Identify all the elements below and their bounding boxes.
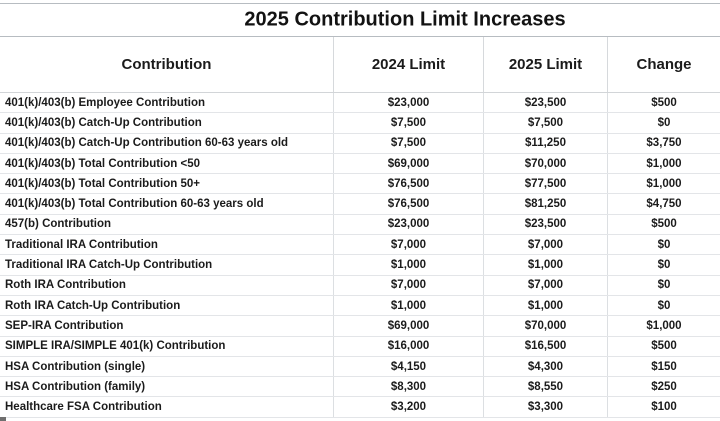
value-change-cell: $0	[607, 113, 720, 133]
column-header-change: Change	[607, 37, 720, 92]
table-row: Traditional IRA Catch-Up Contribution $1,…	[0, 255, 720, 276]
row-label-cell: Roth IRA Contribution	[5, 279, 126, 292]
table-row: HSA Contribution (family) $8,300 $8,550 $25…	[0, 377, 720, 398]
table-row: 401(k)/403(b) Catch-Up Contribution $7,50…	[0, 113, 720, 134]
row-label-cell: Healthcare FSA Contribution	[5, 401, 162, 414]
row-label-cell: 457(b) Contribution	[5, 218, 112, 231]
value-change-cell: $150	[607, 356, 720, 377]
table-row: Traditional IRA Contribution $7,000 $7,000…	[0, 235, 720, 256]
row-label-cell: SEP-IRA Contribution	[5, 319, 124, 332]
row-label-cell: HSA Contribution (family)	[5, 380, 146, 393]
row-label-cell: HSA Contribution (single)	[5, 360, 146, 373]
table-row: HSA Contribution (single) $4,150 $4,300 $15…	[0, 356, 720, 378]
value-change-cell: $0	[607, 235, 720, 255]
value-change-cell: $4,750	[607, 194, 720, 214]
value-2025-cell: $23,500	[483, 93, 607, 113]
value-2024-cell: $76,500	[333, 194, 483, 214]
value-change-cell: $1,000	[607, 153, 720, 174]
table-row: 401(k)/403(b) Catch-Up Contribution 60-6…	[0, 133, 720, 154]
table-title-row: 2025 Contribution Limit Increases	[0, 3, 720, 37]
table-row: Roth IRA Catch-Up Contribution $1,000 $1,0…	[0, 295, 720, 317]
table-row: 401(k)/403(b) Employee Contribution $23,0…	[0, 93, 720, 114]
value-2025-cell: $70,000	[483, 153, 607, 174]
row-label-cell: 401(k)/403(b) Total Contribution 60-63 y…	[5, 198, 264, 211]
column-header-2024-limit: 2024 Limit	[333, 37, 483, 92]
table-row: SEP-IRA Contribution $69,000 $70,000 $1,000	[0, 316, 720, 337]
value-change-cell: $0	[607, 255, 720, 275]
value-2025-cell: $7,000	[483, 275, 607, 295]
table-row: Roth IRA Contribution $7,000 $7,000 $0	[0, 275, 720, 296]
value-2024-cell: $76,500	[333, 174, 483, 194]
value-2024-cell: $23,000	[333, 214, 483, 235]
column-header-2025-limit: 2025 Limit	[483, 37, 607, 92]
value-2025-cell: $70,000	[483, 316, 607, 336]
value-change-cell: $250	[607, 377, 720, 397]
table-header-row: Contribution 2024 Limit 2025 Limit Chang…	[0, 37, 720, 93]
row-label-cell: Traditional IRA Catch-Up Contribution	[5, 259, 213, 272]
table-row: 457(b) Contribution $23,000 $23,500 $500	[0, 214, 720, 236]
column-header-contribution: Contribution	[121, 56, 212, 73]
table-body: 401(k)/403(b) Employee Contribution $23,0…	[0, 93, 720, 418]
selection-corner-mark	[0, 417, 6, 421]
value-change-cell: $3,750	[607, 133, 720, 153]
value-2025-cell: $16,500	[483, 336, 607, 356]
value-2025-cell: $11,250	[483, 133, 607, 153]
value-2025-cell: $7,000	[483, 235, 607, 255]
value-2024-cell: $7,000	[333, 235, 483, 255]
table-row: SIMPLE IRA/SIMPLE 401(k) Contribution $16…	[0, 336, 720, 357]
row-label-cell: SIMPLE IRA/SIMPLE 401(k) Contribution	[5, 340, 226, 353]
value-2025-cell: $23,500	[483, 214, 607, 235]
value-change-cell: $500	[607, 214, 720, 235]
value-2025-cell: $8,550	[483, 377, 607, 397]
table-row: Healthcare FSA Contribution $3,200 $3,300 $…	[0, 397, 720, 418]
table-row: 401(k)/403(b) Total Contribution 60-63 y…	[0, 194, 720, 215]
row-label-cell: 401(k)/403(b) Catch-Up Contribution 60-6…	[5, 137, 289, 150]
value-change-cell: $1,000	[607, 316, 720, 336]
value-change-cell: $100	[607, 397, 720, 417]
value-2024-cell: $7,500	[333, 113, 483, 133]
value-2024-cell: $1,000	[333, 255, 483, 275]
value-2024-cell: $69,000	[333, 153, 483, 174]
value-2024-cell: $8,300	[333, 377, 483, 397]
value-2024-cell: $7,500	[333, 133, 483, 153]
page-title: 2025 Contribution Limit Increases	[244, 8, 566, 31]
value-2024-cell: $7,000	[333, 275, 483, 295]
row-label-cell: 401(k)/403(b) Employee Contribution	[5, 96, 206, 109]
value-2025-cell: $1,000	[483, 295, 607, 316]
value-2024-cell: $3,200	[333, 397, 483, 417]
value-2024-cell: $1,000	[333, 295, 483, 316]
value-2024-cell: $16,000	[333, 336, 483, 356]
row-label-cell: 401(k)/403(b) Catch-Up Contribution	[5, 116, 202, 129]
value-change-cell: $0	[607, 275, 720, 295]
value-change-cell: $0	[607, 295, 720, 316]
row-label-cell: Roth IRA Catch-Up Contribution	[5, 299, 181, 312]
row-label-cell: 401(k)/403(b) Total Contribution 50+	[5, 177, 200, 190]
table-row: 401(k)/403(b) Total Contribution 50+ $76,…	[0, 174, 720, 195]
value-2025-cell: $1,000	[483, 255, 607, 275]
row-label-cell: 401(k)/403(b) Total Contribution <50	[5, 157, 200, 170]
value-change-cell: $500	[607, 93, 720, 113]
value-2025-cell: $81,250	[483, 194, 607, 214]
value-2024-cell: $4,150	[333, 356, 483, 377]
value-change-cell: $1,000	[607, 174, 720, 194]
value-2025-cell: $77,500	[483, 174, 607, 194]
value-2025-cell: $3,300	[483, 397, 607, 417]
value-2024-cell: $23,000	[333, 93, 483, 113]
value-2024-cell: $69,000	[333, 316, 483, 336]
value-change-cell: $500	[607, 336, 720, 356]
table-row: 401(k)/403(b) Total Contribution <50 $69,…	[0, 153, 720, 175]
value-2025-cell: $7,500	[483, 113, 607, 133]
value-2025-cell: $4,300	[483, 356, 607, 377]
row-label-cell: Traditional IRA Contribution	[5, 238, 158, 251]
